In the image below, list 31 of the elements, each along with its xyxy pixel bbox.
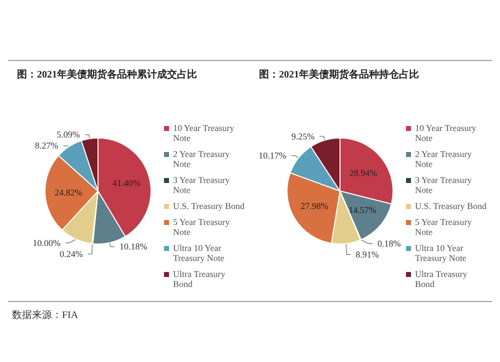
legend-label: Ultra 10 Year Treasury Note xyxy=(173,243,226,263)
data-label: 8.27% xyxy=(35,140,59,151)
data-label: 5.09% xyxy=(56,130,80,140)
data-label: 0.18% xyxy=(377,238,402,248)
chart-title: 图：2021年美债期货各品种累计成交占比 xyxy=(17,68,197,80)
data-label: 10.18% xyxy=(119,242,148,252)
data-label: 10.17% xyxy=(258,150,287,161)
data-label: 10.00% xyxy=(32,238,62,248)
legend-label: Ultra 10 Year Treasury Note xyxy=(415,243,468,263)
legend-label: 10 Year Treasury Note xyxy=(415,123,478,143)
legend-label: U.S. Treasury Bond xyxy=(173,201,245,211)
data-label: 28.94% xyxy=(349,168,378,178)
data-label: 27.98% xyxy=(300,200,329,211)
legend-label: 10 Year Treasury Note xyxy=(173,123,236,143)
data-label: 8.91% xyxy=(356,249,380,260)
chart-title: 图：2021年美债期货各品种持仓占比 xyxy=(259,68,419,80)
data-label: 14.57% xyxy=(348,205,377,216)
legend-label: Ultra Treasury Bond xyxy=(415,269,468,289)
data-label: 0.24% xyxy=(60,248,84,259)
legend-label: 5 Year Treasury Note xyxy=(173,217,231,237)
legend-label: Ultra Treasury Bond xyxy=(173,269,226,289)
legend-label: 2 Year Treasury Note xyxy=(415,149,473,169)
source-note: 数据来源：FIA xyxy=(12,308,80,322)
legend-label: 3 Year Treasury Note xyxy=(173,175,231,195)
data-label: 9.25% xyxy=(291,131,316,142)
data-label: 24.82% xyxy=(54,187,83,198)
legend-label: U.S. Treasury Bond xyxy=(415,201,487,211)
data-label: 41.40% xyxy=(112,178,141,188)
legend-label: 2 Year Treasury Note xyxy=(173,149,231,169)
legend-label: 3 Year Treasury Note xyxy=(415,175,473,195)
legend-label: 5 Year Treasury Note xyxy=(415,217,473,237)
